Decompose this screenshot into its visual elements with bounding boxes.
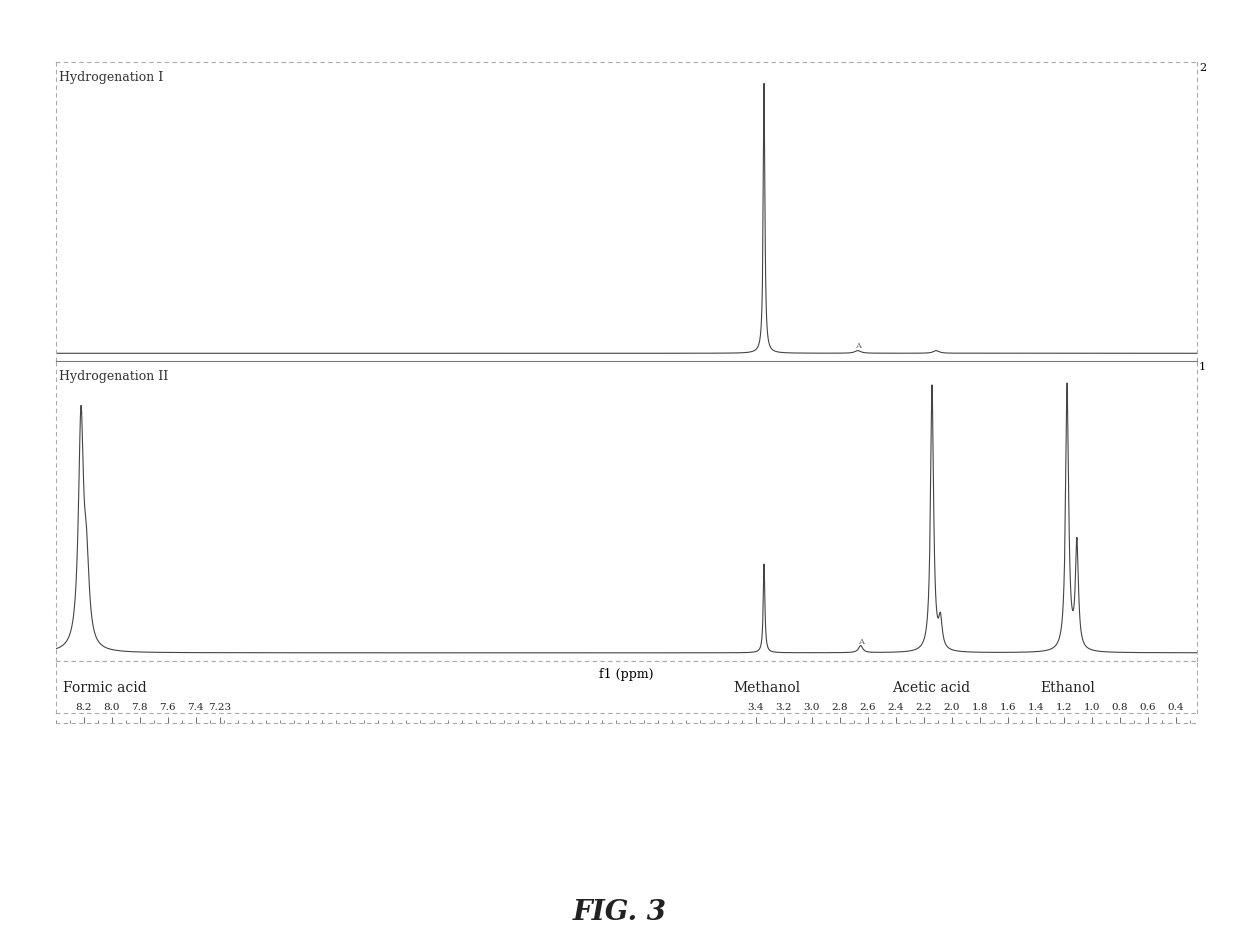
Text: A: A: [854, 342, 861, 350]
Text: 1: 1: [1199, 362, 1207, 373]
Text: Ethanol: Ethanol: [1040, 681, 1095, 695]
Text: FIG. 3: FIG. 3: [573, 900, 667, 926]
Text: Formic acid: Formic acid: [63, 681, 146, 695]
Text: A: A: [858, 638, 863, 647]
X-axis label: f1 (ppm): f1 (ppm): [599, 669, 653, 681]
Text: Acetic acid: Acetic acid: [892, 681, 970, 695]
Text: 2: 2: [1199, 63, 1207, 73]
Text: Methanol: Methanol: [733, 681, 801, 695]
Text: Hydrogenation I: Hydrogenation I: [60, 70, 164, 84]
Text: Hydrogenation II: Hydrogenation II: [60, 370, 169, 383]
